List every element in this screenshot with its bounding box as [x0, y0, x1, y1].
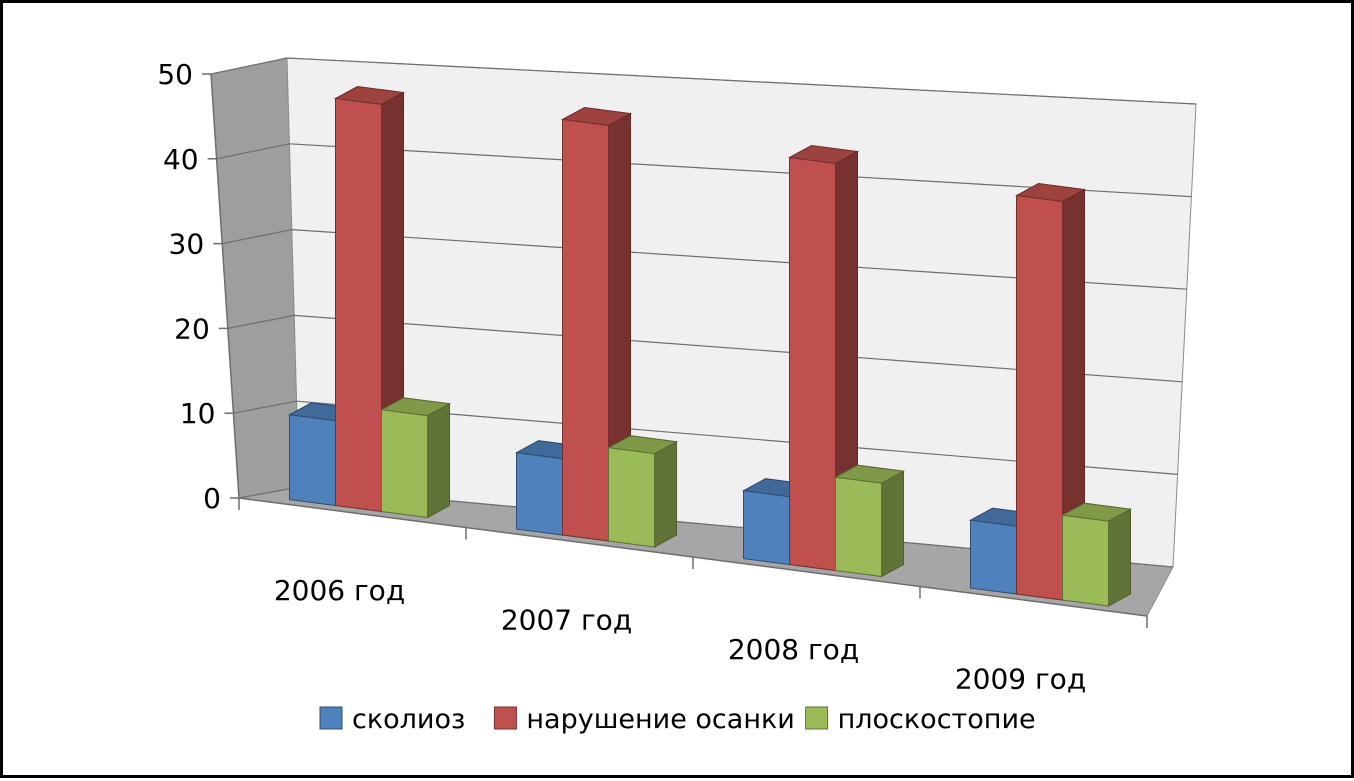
chart-bars: [287, 85, 1133, 607]
x-axis-ticks: 2006 год 2007 год 2008 год 2009 год: [274, 574, 1086, 696]
y-tick-label: 0: [203, 482, 221, 515]
legend-label: плоскостопие: [838, 704, 1036, 735]
bar: [1062, 514, 1109, 607]
legend-item: сколиоз: [319, 704, 465, 735]
x-tick-label: 2006 год: [274, 574, 405, 607]
y-axis-line: [210, 73, 240, 499]
y-axis-ticks: 0 10 20 30 40 50: [157, 58, 221, 515]
bar: [562, 118, 609, 542]
x-tick-label: 2008 год: [728, 633, 859, 666]
legend-swatch: [493, 706, 517, 730]
gridline: [233, 400, 1178, 475]
gridline: [216, 143, 1192, 198]
gridline: [227, 314, 1183, 383]
y-tick-label: 20: [174, 312, 210, 345]
bar: [335, 97, 382, 513]
bar: [289, 414, 336, 507]
y-tick-label: 40: [163, 143, 199, 176]
x-tick-label: 2009 год: [955, 662, 1086, 695]
bar-side-face: [881, 470, 904, 578]
chart-axes: [202, 73, 1148, 628]
bar: [608, 447, 655, 548]
legend-label: нарушение осанки: [526, 704, 794, 735]
chart-svg: 0 10 20 30 40 50 2006 год 2007 год 2008 год 2009…: [157, 57, 1197, 735]
y-tick-label: 30: [169, 228, 205, 261]
legend-label: сколиоз: [352, 704, 465, 735]
legend-swatch: [319, 706, 343, 730]
bar-side-face: [1108, 508, 1131, 607]
gridline: [222, 228, 1187, 290]
chart-gridlines: [210, 57, 1197, 568]
bar: [835, 476, 882, 578]
x-tick-label: 2007 год: [501, 603, 632, 636]
bar-side-face: [654, 440, 677, 548]
legend-item: плоскостопие: [805, 704, 1036, 735]
bar: [381, 409, 428, 519]
bar: [1016, 194, 1063, 601]
y-tick-label: 50: [157, 58, 193, 91]
chart-walls: [210, 57, 1197, 617]
legend-item: нарушение осанки: [493, 704, 795, 735]
bar: [970, 519, 1017, 595]
y-tick-label: 10: [180, 397, 216, 430]
legend-swatch: [805, 706, 829, 730]
bar: [516, 452, 563, 536]
bar: [743, 490, 790, 566]
legend: сколиоз нарушение осанки плоскостопие: [319, 704, 1036, 735]
gridline: [210, 57, 1197, 105]
bar: [789, 156, 836, 572]
bar-side-face: [427, 402, 450, 519]
